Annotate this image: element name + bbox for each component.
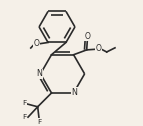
- Text: O: O: [84, 32, 90, 41]
- Text: F: F: [38, 119, 42, 125]
- Text: F: F: [22, 100, 26, 106]
- Text: N: N: [72, 88, 77, 97]
- Text: F: F: [22, 114, 27, 120]
- Text: N: N: [36, 69, 42, 78]
- Text: O: O: [96, 44, 102, 53]
- Text: O: O: [33, 39, 39, 48]
